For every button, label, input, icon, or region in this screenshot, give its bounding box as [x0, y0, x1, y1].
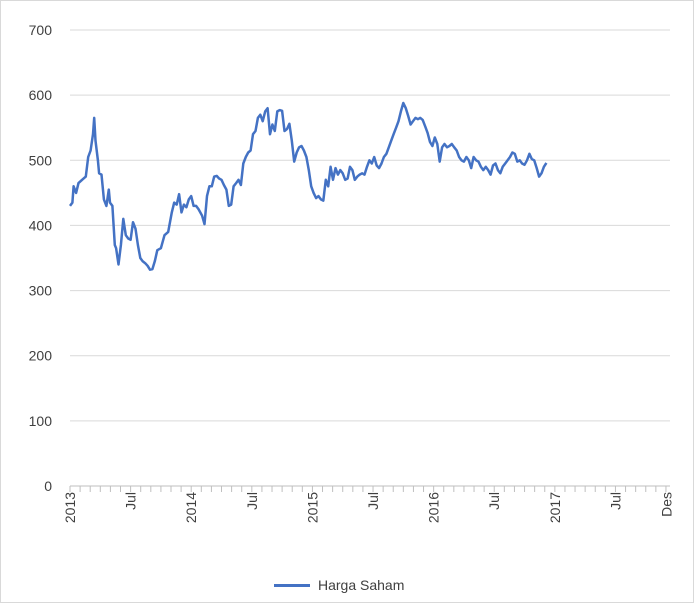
y-tick-label: 300	[29, 283, 53, 299]
y-tick-label: 200	[29, 348, 53, 364]
x-tick-label: 2013	[62, 492, 78, 523]
x-axis-tick-labels: 2013 Jul 2014 Jul 2015 Jul 2016 Jul 2017 Jul Des	[62, 492, 674, 523]
legend-label: Harga Saham	[318, 577, 405, 593]
legend: Harga Saham	[274, 574, 404, 596]
x-tick-label: Jul	[486, 492, 502, 510]
x-tick-label: Des	[658, 492, 674, 517]
y-tick-label: 0	[44, 478, 52, 494]
gridlines	[70, 29, 670, 422]
y-tick-label: 500	[29, 152, 53, 168]
x-tick-label: 2014	[183, 492, 199, 523]
x-tick-label: Jul	[123, 492, 139, 510]
y-tick-label: 100	[29, 413, 53, 429]
x-tick-label: 2017	[547, 492, 563, 523]
x-tick-label: 2015	[304, 492, 320, 523]
y-tick-label: 600	[29, 87, 53, 103]
series-line-harga-saham	[68, 101, 548, 271]
x-tick-label: Jul	[607, 492, 623, 510]
y-axis-tick-labels: 0 100 200 300 400 500 600 700	[29, 22, 53, 494]
legend-line-swatch	[274, 583, 310, 587]
x-tick-label: Jul	[244, 492, 260, 510]
y-tick-label: 700	[29, 22, 53, 38]
x-tick-label: Jul	[365, 492, 381, 510]
x-tick-label: 2016	[426, 492, 442, 523]
series-group	[68, 101, 548, 271]
y-tick-label: 400	[29, 217, 53, 233]
x-axis	[69, 485, 670, 492]
